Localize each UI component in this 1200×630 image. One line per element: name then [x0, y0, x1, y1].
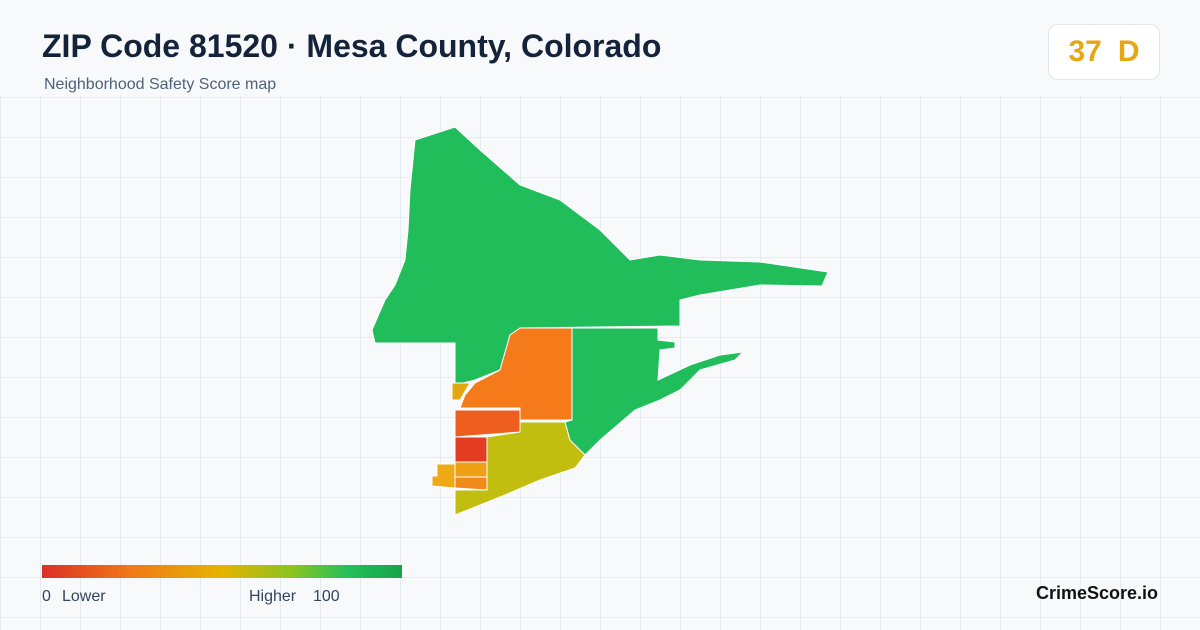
region: [454, 461, 488, 478]
score-value: 37: [1068, 35, 1102, 68]
legend-max-label: Higher: [249, 588, 297, 605]
score-grade: D: [1117, 35, 1140, 68]
subtitle: Neighborhood Safety Score map: [44, 76, 277, 93]
region: [564, 327, 745, 456]
legend-min: 0: [42, 588, 51, 605]
region: [454, 409, 521, 438]
title: ZIP Code 81520 · Mesa County, Colorado: [42, 28, 662, 64]
region: [454, 421, 586, 516]
region: [454, 476, 488, 491]
legend-max: 100: [313, 588, 340, 605]
region: [431, 463, 456, 489]
header: ZIP Code 81520 · Mesa County, Colorado N…: [0, 0, 1200, 96]
region: [454, 436, 488, 463]
region: [451, 382, 471, 401]
region: [371, 126, 829, 386]
legend-min-label: Lower: [62, 588, 106, 605]
legend-bar: [42, 565, 402, 578]
score-badge: 37 D: [1048, 24, 1160, 80]
brand: CrimeScore.io: [1035, 583, 1158, 603]
